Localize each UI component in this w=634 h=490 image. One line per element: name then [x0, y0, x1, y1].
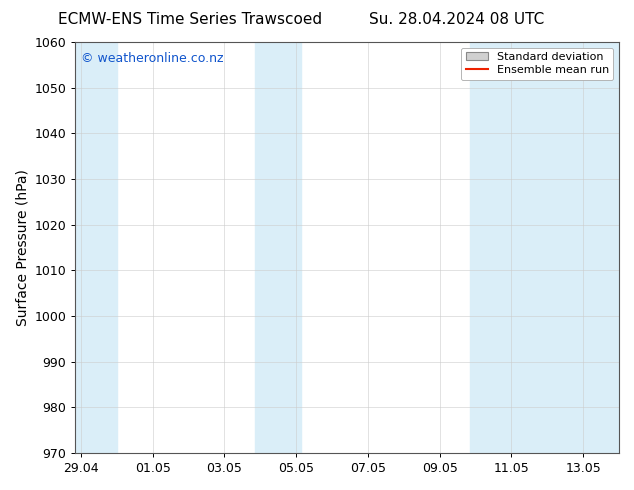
- Bar: [470, 42, 619, 453]
- Bar: [75, 42, 117, 453]
- Y-axis label: Surface Pressure (hPa): Surface Pressure (hPa): [15, 169, 29, 326]
- Text: ECMW-ENS Time Series Trawscoed: ECMW-ENS Time Series Trawscoed: [58, 12, 322, 27]
- Text: Su. 28.04.2024 08 UTC: Su. 28.04.2024 08 UTC: [369, 12, 544, 27]
- Text: © weatheronline.co.nz: © weatheronline.co.nz: [81, 52, 223, 65]
- Bar: [255, 42, 302, 453]
- Legend: Standard deviation, Ensemble mean run: Standard deviation, Ensemble mean run: [461, 48, 614, 80]
